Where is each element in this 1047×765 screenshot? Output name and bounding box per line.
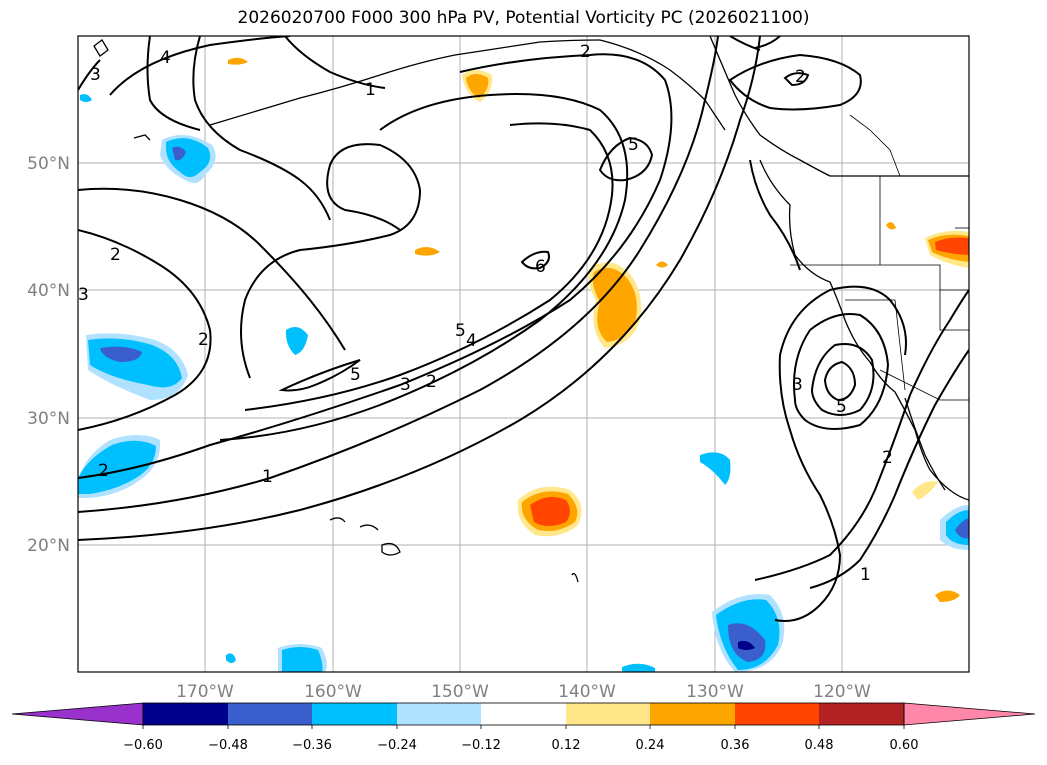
colorbar-high-extend [903, 702, 1036, 726]
colorbar-low-extend [11, 702, 144, 726]
colorbar-segment [650, 703, 735, 725]
svg-text:130°W: 130°W [686, 682, 744, 702]
political-borders [790, 114, 969, 401]
colorbar-tick-labels: −0.60 −0.48 −0.36 −0.24 −0.12 0.12 0.24 … [123, 738, 918, 753]
colorbar-segment [228, 703, 312, 725]
svg-text:3: 3 [400, 375, 411, 395]
svg-text:5: 5 [628, 135, 639, 155]
svg-text:−0.36: −0.36 [292, 738, 332, 753]
svg-text:−0.24: −0.24 [377, 738, 417, 753]
svg-text:5: 5 [455, 321, 466, 341]
colorbar-ticks [142, 725, 905, 729]
svg-text:0.60: 0.60 [890, 738, 919, 753]
svg-text:3: 3 [792, 375, 803, 395]
svg-text:2: 2 [795, 67, 806, 87]
svg-text:20°N: 20°N [27, 536, 70, 556]
colorbar-segment [397, 703, 481, 725]
positive-anomaly-areas [228, 57, 969, 602]
map-panel: 4 3 1 2 2 3 2 5 6 5 4 5 3 2 1 2 3 5 2 1 … [78, 36, 969, 672]
colorbar-segment [819, 703, 904, 725]
colorbar-segment [481, 703, 566, 725]
svg-text:160°W: 160°W [304, 682, 362, 702]
svg-text:0.24: 0.24 [636, 738, 665, 753]
pv-contours [78, 36, 969, 622]
colorbar-outline [142, 702, 905, 726]
contour-labels: 4 3 1 2 2 3 2 5 6 5 4 5 3 2 1 2 3 5 2 1 … [78, 42, 893, 585]
svg-text:4: 4 [160, 48, 171, 68]
svg-text:0.12: 0.12 [552, 738, 581, 753]
svg-text:2: 2 [198, 330, 209, 350]
svg-text:−0.48: −0.48 [208, 738, 248, 753]
map-frame [77, 35, 970, 673]
svg-text:5: 5 [836, 397, 847, 417]
colorbar-segment [566, 703, 650, 725]
svg-text:2: 2 [110, 245, 121, 265]
svg-text:120°W: 120°W [813, 682, 871, 702]
svg-text:150°W: 150°W [431, 682, 489, 702]
colorbar: −0.60 −0.48 −0.36 −0.24 −0.12 0.12 0.24 … [11, 702, 1036, 753]
colorbar-segment [312, 703, 397, 725]
negative-anomaly-areas [78, 94, 969, 672]
longitude-labels: 170°W 160°W 150°W 140°W 130°W 120°W [176, 682, 871, 702]
svg-text:170°W: 170°W [176, 682, 234, 702]
svg-text:1: 1 [262, 467, 273, 487]
svg-text:0.36: 0.36 [721, 738, 750, 753]
colorbar-segment [735, 703, 819, 725]
svg-text:30°N: 30°N [27, 409, 70, 429]
latitude-labels: 50°N 40°N 30°N 20°N [27, 154, 70, 556]
map-title: 2026020700 F000 300 hPa PV, Potential Vo… [237, 8, 810, 28]
svg-text:2: 2 [426, 372, 437, 392]
svg-text:2: 2 [882, 448, 893, 468]
svg-text:4: 4 [466, 331, 477, 351]
svg-text:2: 2 [98, 461, 109, 481]
svg-text:3: 3 [78, 285, 89, 305]
svg-text:1: 1 [365, 80, 376, 100]
svg-text:−0.60: −0.60 [123, 738, 163, 753]
svg-text:0.48: 0.48 [805, 738, 834, 753]
ocean-background [78, 36, 969, 672]
svg-text:5: 5 [350, 365, 361, 385]
svg-text:50°N: 50°N [27, 154, 70, 174]
svg-text:2: 2 [580, 42, 591, 62]
svg-text:1: 1 [860, 565, 871, 585]
coastlines [93, 36, 969, 583]
svg-text:6: 6 [535, 257, 546, 277]
svg-text:−0.12: −0.12 [461, 738, 501, 753]
svg-text:140°W: 140°W [558, 682, 616, 702]
svg-text:40°N: 40°N [27, 281, 70, 301]
colorbar-segment [143, 703, 228, 725]
svg-text:3: 3 [90, 65, 101, 85]
